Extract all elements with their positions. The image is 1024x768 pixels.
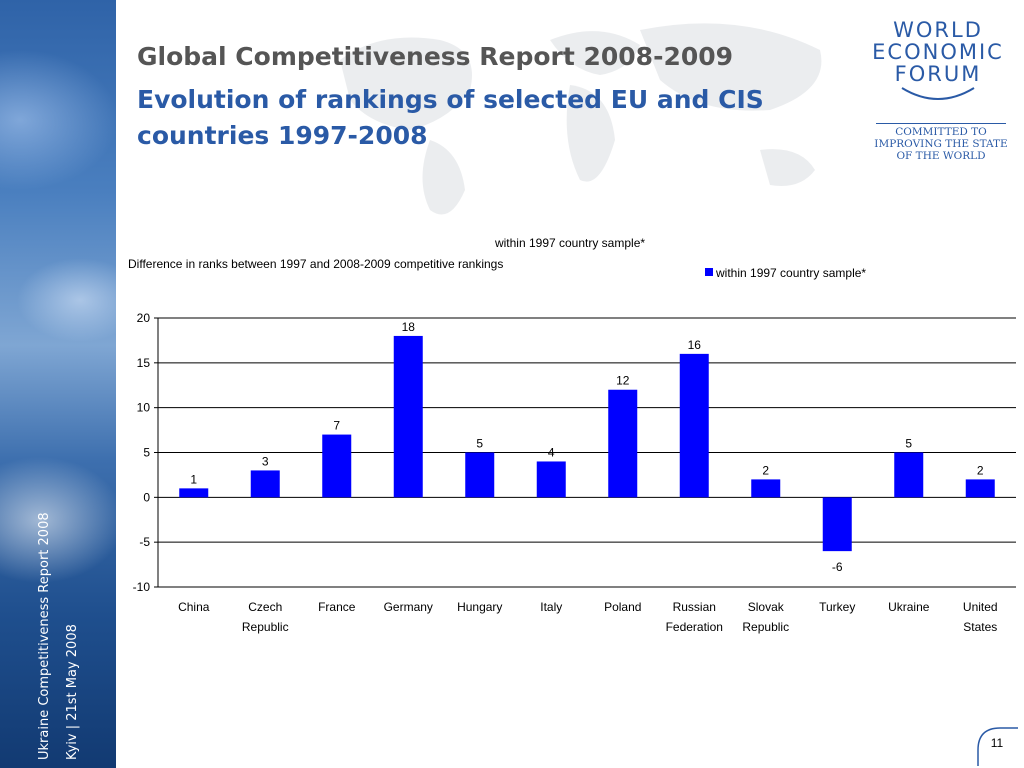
chart-subtitle: Difference in ranks between 1997 and 200… <box>128 257 503 271</box>
y-tick-label: -10 <box>133 580 151 594</box>
x-tick-label: Poland <box>604 600 641 614</box>
y-tick-label: 15 <box>137 356 151 370</box>
x-tick-label: Ukraine <box>888 600 930 614</box>
x-tick-label: China <box>178 600 210 614</box>
data-label: 4 <box>548 445 555 459</box>
y-tick-label: 10 <box>137 401 151 415</box>
bar <box>393 335 423 498</box>
x-tick-label: Republic <box>742 620 789 634</box>
bar <box>322 434 352 498</box>
bar <box>679 353 709 498</box>
logo-word-forum: FORUM <box>894 62 982 86</box>
plot-area: -10 -5 0 5 10 15 20 1 China 3 Czech Republic 7 France… <box>133 311 1016 634</box>
page-number-badge: 11 <box>974 722 1020 768</box>
legend-swatch <box>705 268 713 276</box>
page-number: 11 <box>990 736 1004 750</box>
y-tick-label: 5 <box>143 446 150 460</box>
y-tick-label: 20 <box>137 311 151 325</box>
x-tick-label: United <box>963 600 998 614</box>
logo-divider <box>876 123 1006 124</box>
bar <box>822 497 852 552</box>
ranking-bar-chart: within 1997 country sample* Difference i… <box>128 236 1016 634</box>
data-label: 18 <box>402 320 416 334</box>
side-report-title: Ukraine Competitiveness Report 2008 <box>37 512 52 760</box>
x-tick-label: Russian <box>673 600 716 614</box>
logo-tagline: COMMITTED TO IMPROVING THE STATE OF THE … <box>874 126 1008 162</box>
data-label: 3 <box>262 454 269 468</box>
bar <box>536 461 566 498</box>
logo-word-world: WORLD <box>893 18 983 42</box>
x-tick-label: Czech <box>248 600 282 614</box>
x-tick-label: Federation <box>666 620 723 634</box>
x-tick-label: Germany <box>384 600 433 614</box>
bar <box>179 488 209 498</box>
data-label: 5 <box>476 437 483 451</box>
data-label: 2 <box>977 463 984 477</box>
data-label: 5 <box>905 437 912 451</box>
x-tick-label: Hungary <box>457 600 502 614</box>
globe-decoration-strip <box>0 0 116 768</box>
data-label: 16 <box>688 338 702 352</box>
x-tick-label: States <box>963 620 997 634</box>
bar <box>965 479 995 498</box>
wef-logo: WORLD ECONOMIC FORUM COMMITTED TO IMPROV… <box>868 18 1008 178</box>
x-tick-label: Turkey <box>819 600 855 614</box>
bar <box>894 452 924 498</box>
x-tick-label: Republic <box>242 620 289 634</box>
slide-title: Global Competitiveness Report 2008-2009 <box>137 42 734 71</box>
x-tick-label: France <box>318 600 356 614</box>
world-map-watermark <box>340 23 822 215</box>
bar <box>250 470 280 498</box>
data-label: -6 <box>832 560 843 574</box>
data-label: 1 <box>190 472 197 486</box>
bar <box>751 479 781 498</box>
data-label: 12 <box>616 374 630 388</box>
x-tick-label: Italy <box>540 600 562 614</box>
x-tick-label: Slovak <box>748 600 785 614</box>
logo-word-economic: ECONOMIC <box>872 40 1004 64</box>
data-label: 2 <box>762 463 769 477</box>
logo-arc-icon <box>901 87 975 100</box>
y-tick-label: -5 <box>139 535 150 549</box>
y-tick-label: 0 <box>143 490 150 504</box>
side-date: Kyiv | 21st May 2008 <box>65 624 80 760</box>
data-label: 7 <box>333 419 340 433</box>
bar <box>608 389 638 498</box>
bar <box>465 452 495 498</box>
slide-subtitle: Evolution of rankings of selected EU and… <box>137 85 764 150</box>
chart-title: within 1997 country sample* <box>494 236 645 250</box>
legend-label: within 1997 country sample* <box>715 266 866 280</box>
